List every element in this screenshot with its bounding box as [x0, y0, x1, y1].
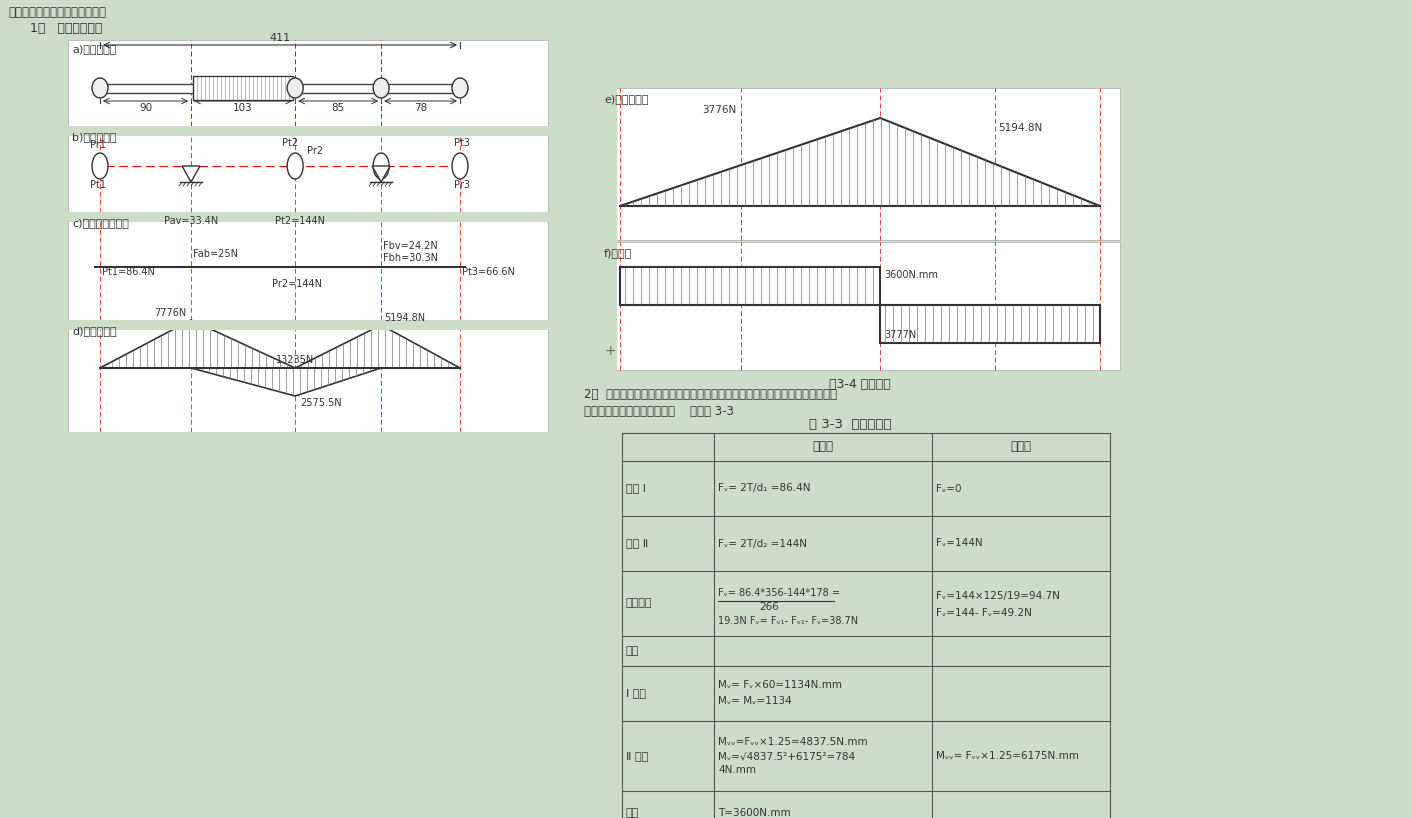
Text: 13235N: 13235N — [275, 355, 315, 365]
Text: 弯矩: 弯矩 — [626, 646, 640, 656]
Ellipse shape — [92, 153, 107, 179]
Text: 7776N: 7776N — [154, 308, 186, 318]
Text: b)轴的受力图: b)轴的受力图 — [72, 132, 117, 142]
Ellipse shape — [287, 78, 304, 98]
Text: e)合成弯矩图: e)合成弯矩图 — [604, 94, 648, 104]
Text: 扭矩: 扭矩 — [626, 808, 640, 818]
Bar — [0, 126, 570, 136]
Text: +: + — [604, 344, 616, 358]
Bar — [0, 212, 570, 222]
Text: 弯矩图、转矩图和当量弯矩图。: 弯矩图、转矩图和当量弯矩图。 — [8, 6, 106, 19]
Text: 轴承反力: 轴承反力 — [626, 599, 652, 609]
Bar — [100, 83, 460, 92]
Text: Pt3: Pt3 — [455, 138, 470, 148]
Text: c)轴的平面受力图: c)轴的平面受力图 — [72, 218, 128, 228]
Text: Pt1: Pt1 — [90, 180, 106, 190]
Polygon shape — [373, 166, 390, 182]
Text: 表 3-3  轴径的校核: 表 3-3 轴径的校核 — [809, 418, 891, 431]
Bar — [600, 88, 1120, 240]
Text: 截面，根据许用应力校核轴径    。见表 3-3: 截面，根据许用应力校核轴径 。见表 3-3 — [585, 405, 734, 418]
Text: Pt3=66.6N: Pt3=66.6N — [462, 267, 515, 277]
Text: 水平面: 水平面 — [1011, 441, 1032, 453]
Ellipse shape — [373, 153, 390, 179]
Text: 3776N: 3776N — [702, 105, 736, 115]
Text: d)平面弯矩图: d)平面弯矩图 — [72, 326, 117, 336]
Text: Mᵥ= Fᵥ×60=1134N.mm: Mᵥ= Fᵥ×60=1134N.mm — [717, 681, 842, 690]
Text: Mᵥ=√4837.5²+6175²=784: Mᵥ=√4837.5²+6175²=784 — [717, 751, 856, 761]
Text: T=3600N.mm: T=3600N.mm — [717, 808, 791, 818]
Text: Fᵥ= 86.4*356-144*178 =: Fᵥ= 86.4*356-144*178 = — [717, 588, 840, 599]
Text: 钉轮 Ⅱ: 钉轮 Ⅱ — [626, 538, 648, 549]
Text: Fab=25N: Fab=25N — [193, 249, 239, 259]
Text: Mᵥᵥ=Fᵥᵥ×1.25=4837.5N.mm: Mᵥᵥ=Fᵥᵥ×1.25=4837.5N.mm — [717, 737, 867, 747]
Bar — [562, 0, 617, 818]
Bar — [193, 76, 294, 100]
Bar — [600, 242, 1120, 370]
Bar — [68, 128, 548, 212]
Text: Mᵥ= Mᵥ=1134: Mᵥ= Mᵥ=1134 — [717, 696, 792, 707]
Text: 垂直面: 垂直面 — [812, 441, 833, 453]
Bar — [68, 214, 548, 320]
Text: Ⅱ 截面: Ⅱ 截面 — [626, 751, 648, 761]
Polygon shape — [620, 118, 1100, 206]
Text: Pt2=144N: Pt2=144N — [275, 216, 325, 226]
Text: f)转矩图: f)转矩图 — [604, 248, 633, 258]
Text: 85: 85 — [332, 103, 345, 113]
Ellipse shape — [373, 78, 390, 98]
Text: Fᵥ=144N: Fᵥ=144N — [936, 538, 983, 549]
Bar — [0, 462, 570, 818]
Text: Mᵥᵥ= Fᵥᵥ×1.25=6175N.mm: Mᵥᵥ= Fᵥᵥ×1.25=6175N.mm — [936, 751, 1079, 761]
Text: 2575.5N: 2575.5N — [301, 398, 342, 408]
Polygon shape — [182, 166, 201, 182]
Text: a)轴的工作图: a)轴的工作图 — [72, 44, 116, 54]
Text: Pt1=86.4N: Pt1=86.4N — [102, 267, 155, 277]
Text: 4N.mm: 4N.mm — [717, 765, 755, 775]
Text: 钉轮 Ⅰ: 钉轮 Ⅰ — [626, 483, 647, 493]
Text: Ⅰ 截面: Ⅰ 截面 — [626, 689, 647, 699]
Bar — [0, 320, 570, 330]
Ellipse shape — [92, 78, 107, 98]
Bar — [880, 305, 1100, 343]
Text: Pr1: Pr1 — [90, 140, 106, 150]
Ellipse shape — [452, 153, 467, 179]
Bar — [68, 40, 548, 126]
Bar — [68, 322, 548, 432]
Text: 3600N.mm: 3600N.mm — [884, 270, 938, 280]
Ellipse shape — [452, 78, 467, 98]
Text: Pav=33.4N: Pav=33.4N — [164, 216, 217, 226]
Text: Pr2=144N: Pr2=144N — [273, 279, 322, 289]
Text: 1）   轴的受力简图: 1） 轴的受力简图 — [30, 22, 103, 35]
Text: 5194.8N: 5194.8N — [998, 123, 1042, 133]
Bar — [620, 267, 880, 305]
Text: 103: 103 — [233, 103, 253, 113]
Polygon shape — [100, 320, 460, 368]
Text: Pr2: Pr2 — [308, 146, 323, 156]
Text: Fᵥ=144×125/19=94.7N: Fᵥ=144×125/19=94.7N — [936, 591, 1060, 600]
Text: 2）  求作用在轴上的力，并作出弯矩图、转矩图、当量弯矩图并确定可能的危险: 2） 求作用在轴上的力，并作出弯矩图、转矩图、当量弯矩图并确定可能的危险 — [585, 388, 837, 401]
Text: 图3-4 轴的分析: 图3-4 轴的分析 — [829, 378, 891, 391]
Text: Fᵥ= 2T/d₁ =86.4N: Fᵥ= 2T/d₁ =86.4N — [717, 483, 810, 493]
Text: 411: 411 — [270, 33, 291, 43]
Text: Fᵥ= 2T/d₂ =144N: Fᵥ= 2T/d₂ =144N — [717, 538, 808, 549]
Text: Fᵥ=0: Fᵥ=0 — [936, 483, 962, 493]
Ellipse shape — [287, 153, 304, 179]
Polygon shape — [191, 368, 381, 396]
Text: Fbv=24.2N: Fbv=24.2N — [383, 241, 438, 251]
Text: Fᵥ=144- Fᵥ=49.2N: Fᵥ=144- Fᵥ=49.2N — [936, 609, 1032, 618]
Text: Fbh=30.3N: Fbh=30.3N — [383, 253, 438, 263]
Text: 266: 266 — [760, 601, 779, 612]
Text: 78: 78 — [414, 103, 428, 113]
Text: Pt2: Pt2 — [282, 138, 298, 148]
Text: 5194.8N: 5194.8N — [384, 313, 425, 323]
Bar — [0, 432, 570, 462]
Text: 90: 90 — [138, 103, 152, 113]
Text: 3777N: 3777N — [884, 330, 916, 340]
Text: 19.3N Fᵥ= Fᵥ₁- Fᵥ₁- Fᵥ=38.7N: 19.3N Fᵥ= Fᵥ₁- Fᵥ₁- Fᵥ=38.7N — [717, 617, 858, 627]
Text: Pr3: Pr3 — [455, 180, 470, 190]
